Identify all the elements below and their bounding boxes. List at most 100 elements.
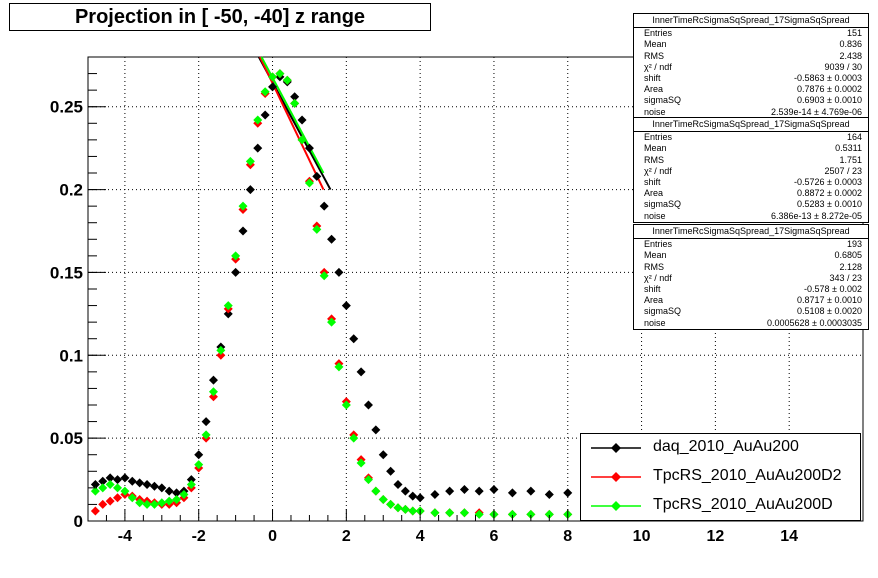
stats-box-3-rows: Entries 193 Mean 0.6805 RMS 2.128 χ² / ndf 343 … [634, 239, 868, 329]
data-point [142, 499, 152, 509]
stats-row: shift -0.5726 ± 0.0003 [634, 177, 868, 188]
stats-value: 0.6903 ± 0.0010 [797, 95, 862, 106]
data-point [489, 485, 499, 495]
data-point [164, 496, 174, 506]
data-point [172, 494, 182, 504]
stats-key: noise [644, 106, 666, 117]
data-point [135, 498, 145, 508]
stats-value: 343 / 23 [829, 272, 862, 283]
data-point [142, 480, 152, 490]
stats-key: Mean [644, 39, 667, 50]
data-point [105, 496, 115, 506]
legend-marker-d [591, 501, 641, 511]
stats-key: Entries [644, 239, 673, 250]
data-point [105, 480, 115, 490]
stats-row: shift -0.5863 ± 0.0003 [634, 73, 868, 84]
data-point [297, 115, 307, 125]
data-point [98, 499, 108, 509]
data-point [356, 367, 366, 377]
data-point [179, 489, 189, 499]
data-point [135, 478, 145, 488]
stats-row: Mean 0.836 [634, 39, 868, 50]
legend-marker-daq [591, 443, 641, 453]
legend-entry-d2: TpcRS_2010_AuAu200D2 [581, 463, 860, 492]
data-point [363, 400, 373, 410]
stats-key: sigmaSQ [644, 306, 682, 317]
data-point [319, 201, 329, 211]
data-point [349, 334, 359, 344]
stats-key: shift [644, 284, 661, 295]
data-point [526, 486, 536, 496]
data-point [208, 375, 218, 385]
data-point [474, 509, 484, 519]
stats-value: 0.7876 ± 0.0002 [797, 84, 862, 95]
data-point [526, 509, 536, 519]
stats-row: Area 0.8872 ± 0.0002 [634, 188, 868, 199]
stats-box-3-name: InnerTimeRcSigmaSqSpread_17SigmaSqSpread [634, 225, 868, 240]
data-point [319, 271, 329, 281]
data-point [544, 509, 554, 519]
data-point [290, 98, 300, 108]
data-point [371, 425, 381, 435]
stats-value: 0.0005628 ± 0.0003035 [766, 317, 862, 328]
stats-key: Mean [644, 143, 667, 154]
data-point [105, 473, 115, 483]
x-tick-label: 12 [706, 528, 724, 545]
stats-row: sigmaSQ 0.5283 ± 0.0010 [634, 199, 868, 210]
stats-box-3: InnerTimeRcSigmaSqSpread_17SigmaSqSpread… [633, 224, 869, 330]
x-tick-label: -2 [192, 528, 206, 545]
data-point [172, 488, 182, 498]
stats-key: χ² / ndf [644, 272, 672, 283]
stats-value: 0.6805 [834, 250, 862, 261]
data-point [253, 143, 263, 153]
legend: daq_2010_AuAu200 TpcRS_2010_AuAu200D2 Tp… [580, 433, 861, 521]
data-point [149, 481, 159, 491]
data-point [208, 392, 218, 402]
stats-row: noise 2.539e-14 ± 4.769e-06 [634, 107, 868, 118]
data-point [201, 417, 211, 427]
data-point [113, 493, 123, 503]
data-point [341, 400, 351, 410]
data-point [334, 267, 344, 277]
data-point [474, 486, 484, 496]
x-tick-label: 14 [780, 528, 798, 545]
stats-box-1: InnerTimeRcSigmaSqSpread_17SigmaSqSpread… [633, 13, 869, 119]
data-point [90, 480, 100, 490]
y-tick-label: 0.15 [50, 263, 83, 282]
data-point [275, 69, 285, 79]
data-point [400, 486, 410, 496]
stats-box-2-rows: Entries 164 Mean 0.5311 RMS 1.751 χ² / ndf 2507… [634, 132, 868, 222]
stats-value: 0.8872 ± 0.0002 [797, 188, 862, 199]
stats-row: noise 6.386e-13 ± 8.272e-05 [634, 211, 868, 222]
stats-box-2: InnerTimeRcSigmaSqSpread_17SigmaSqSpread… [633, 117, 869, 223]
data-point [349, 433, 359, 443]
stats-key: Entries [644, 132, 673, 143]
stats-key: shift [644, 73, 661, 84]
stats-row: sigmaSQ 0.6903 ± 0.0010 [634, 95, 868, 106]
stats-row: shift -0.578 ± 0.002 [634, 284, 868, 295]
stats-box-1-rows: Entries 151 Mean 0.836 RMS 2.438 χ² / ndf 9039 … [634, 28, 868, 118]
data-point [297, 135, 307, 145]
data-point [445, 508, 455, 518]
stats-value: 2.438 [839, 50, 862, 61]
stats-value: 0.8717 ± 0.0010 [797, 295, 862, 306]
data-point [304, 143, 314, 153]
data-point [415, 493, 425, 503]
stats-row: Area 0.7876 ± 0.0002 [634, 84, 868, 95]
stats-row: Entries 164 [634, 132, 868, 143]
stats-row: sigmaSQ 0.5108 ± 0.0020 [634, 306, 868, 317]
data-point [113, 483, 123, 493]
stats-key: Area [644, 84, 664, 95]
data-point [356, 458, 366, 468]
stats-value: 0.5108 ± 0.0020 [797, 306, 862, 317]
data-point [327, 317, 337, 327]
stats-value: 1.751 [839, 154, 862, 165]
data-point [238, 226, 248, 236]
data-point [186, 475, 196, 485]
data-point [430, 508, 440, 518]
data-point [459, 508, 469, 518]
data-point [223, 301, 233, 311]
data-point [430, 489, 440, 499]
stats-key: noise [644, 210, 666, 221]
data-point [393, 503, 403, 513]
